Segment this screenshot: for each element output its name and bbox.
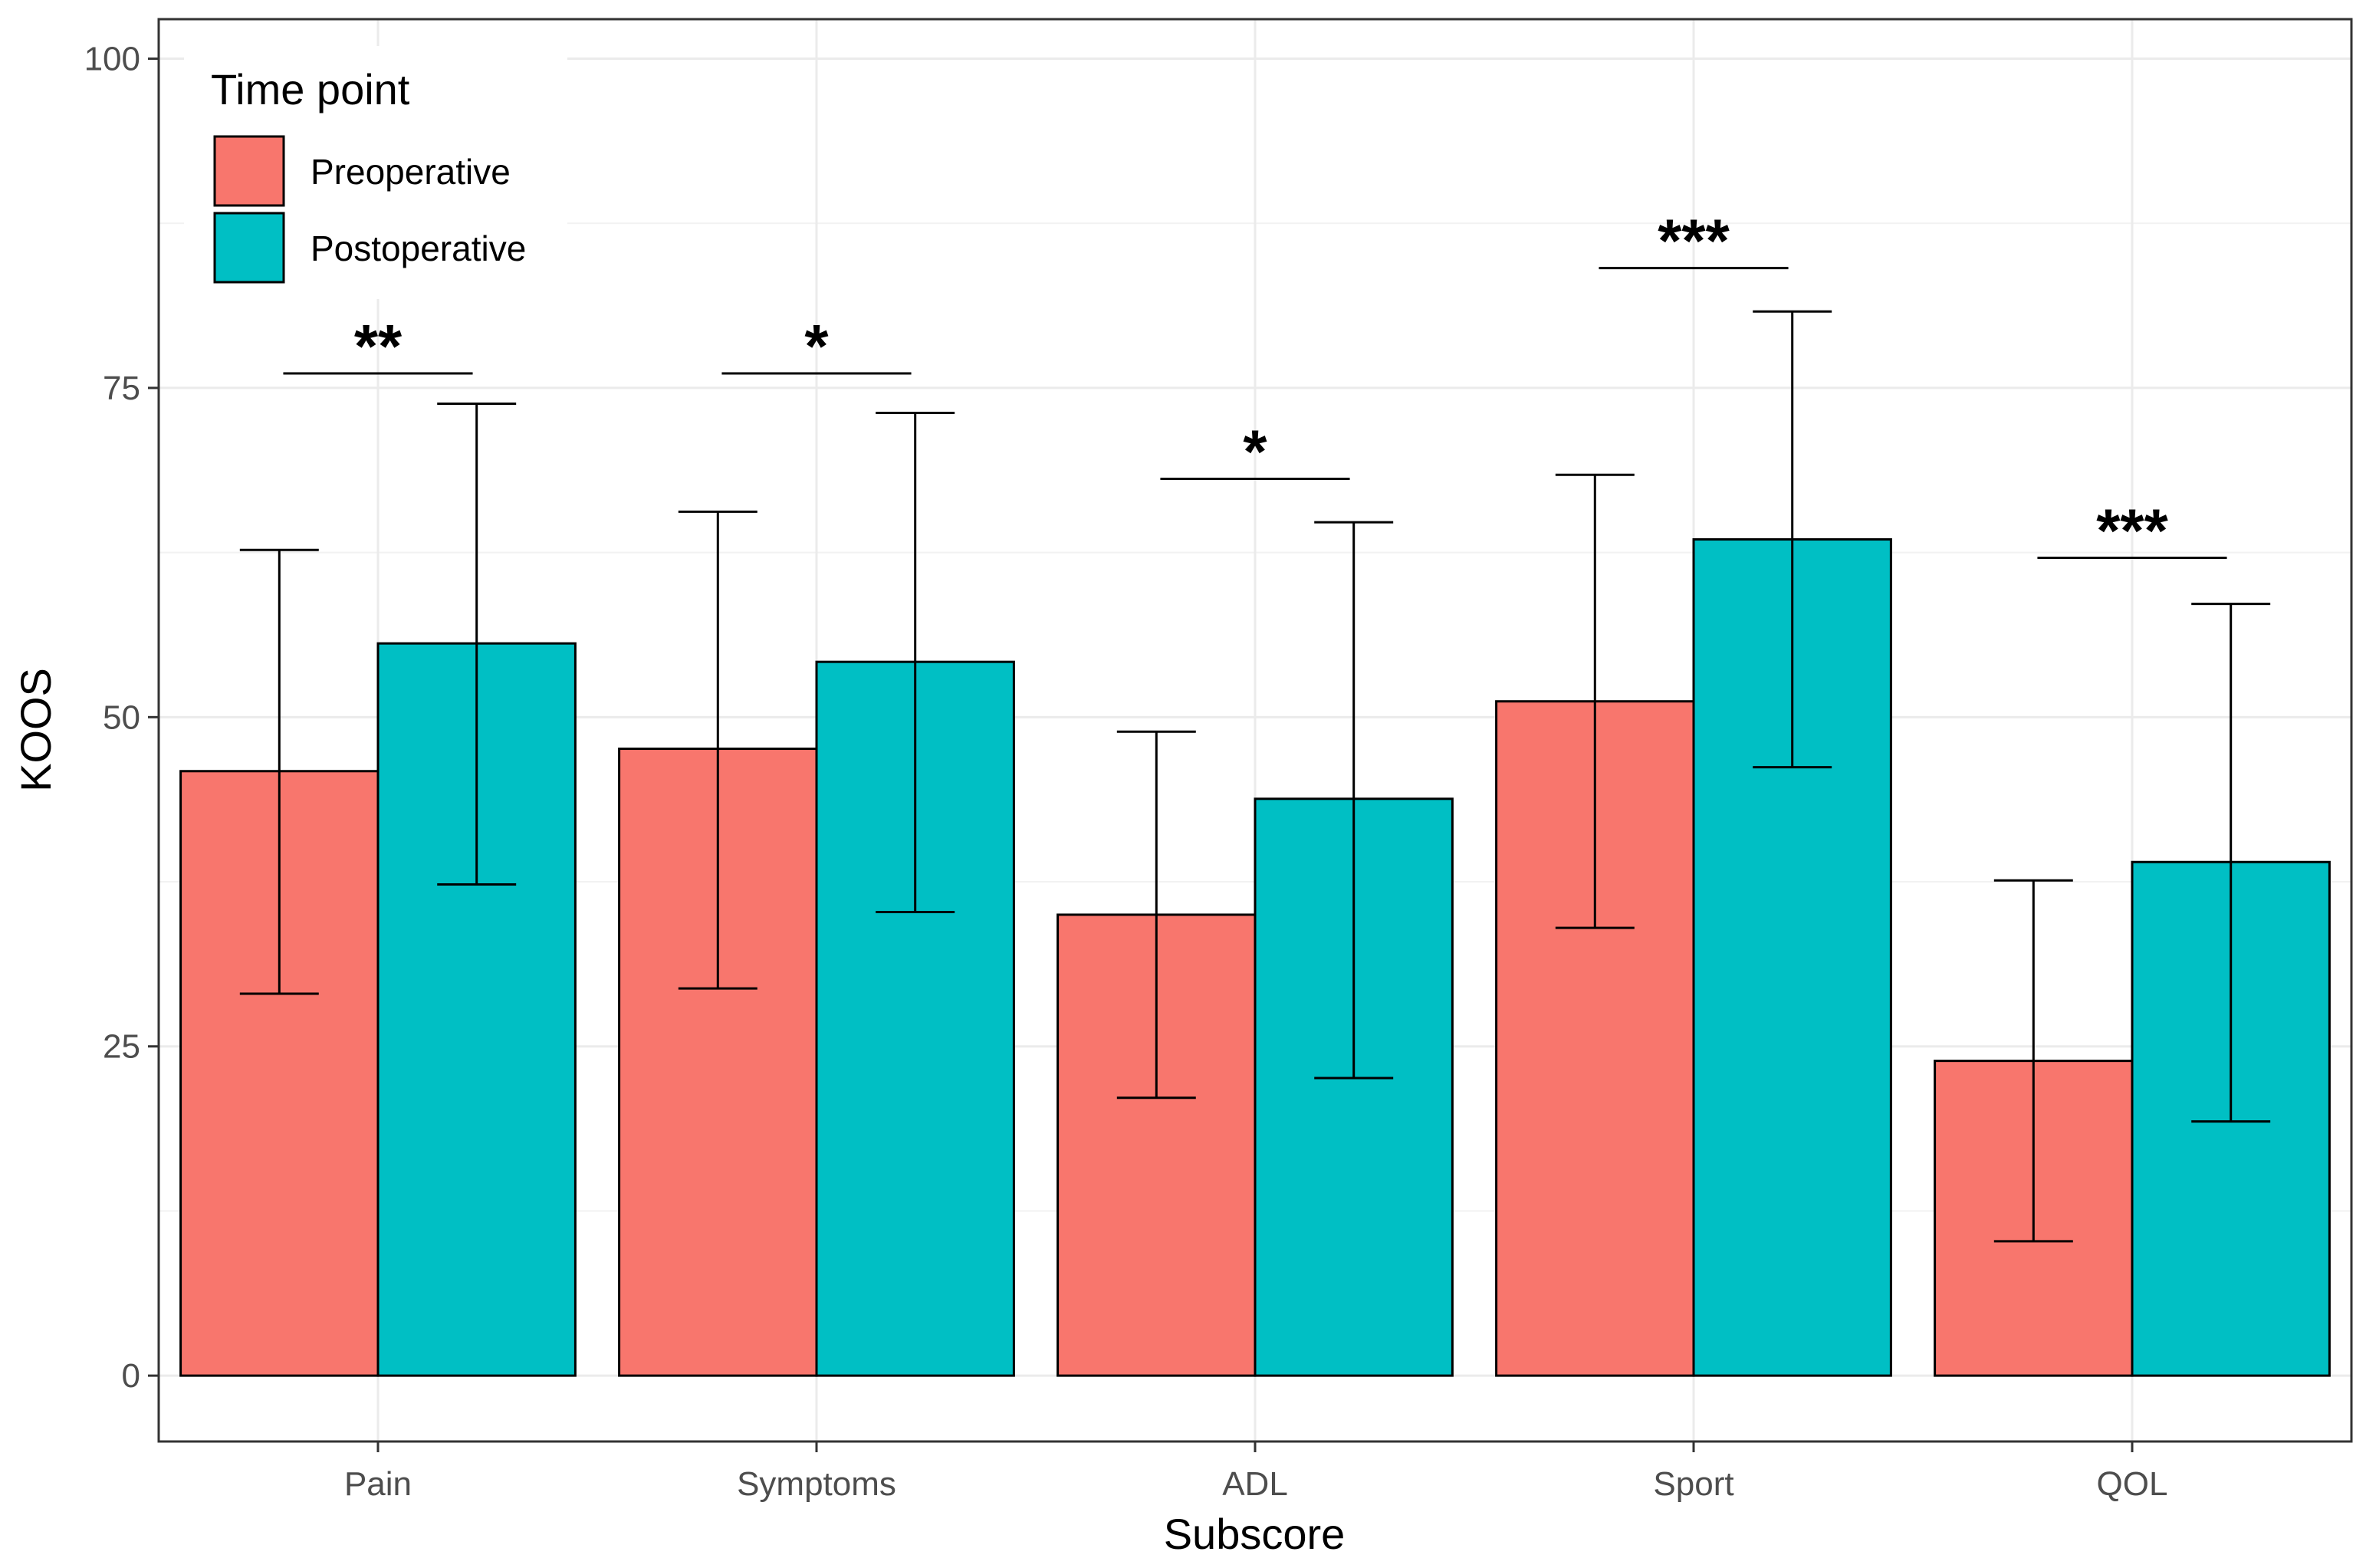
x-tick-label: ADL xyxy=(1222,1465,1288,1503)
legend-label-preoperative: Preoperative xyxy=(311,152,511,192)
significance-label: * xyxy=(1243,417,1267,485)
significance-label: *** xyxy=(2096,496,2168,564)
x-tick-label: Pain xyxy=(344,1465,412,1503)
x-axis-title: Subscore xyxy=(1164,1510,1346,1558)
legend: Time point Preoperative Postoperative xyxy=(184,46,567,299)
y-tick-label: 50 xyxy=(103,699,140,736)
legend-entries: Preoperative Postoperative xyxy=(213,135,526,284)
x-axis: Pain Symptoms ADL Sport QOL xyxy=(344,1441,2168,1503)
y-axis-title: KOOS xyxy=(12,668,60,792)
x-tick-label: QOL xyxy=(2097,1465,2168,1503)
y-tick-label: 100 xyxy=(84,41,140,78)
x-tick-label: Symptoms xyxy=(737,1465,896,1503)
legend-title: Time point xyxy=(211,65,410,113)
legend-label-postoperative: Postoperative xyxy=(311,228,526,268)
significance-label: * xyxy=(804,312,829,380)
significance-layer: ** ******** xyxy=(283,207,2227,564)
bar-layer xyxy=(179,537,2331,1377)
legend-key-preoperative xyxy=(213,135,285,207)
y-tick-label: 25 xyxy=(103,1028,140,1066)
x-tick-label: Sport xyxy=(1653,1465,1733,1503)
y-tick-label: 75 xyxy=(103,370,140,407)
y-tick-label: 0 xyxy=(122,1357,140,1395)
significance-label: *** xyxy=(1658,207,1730,275)
significance-label: ** xyxy=(354,312,403,380)
y-axis: 0 25 50 75 100 xyxy=(84,41,159,1395)
error-bar-layer xyxy=(239,310,2271,1243)
legend-key-postoperative xyxy=(213,212,285,284)
